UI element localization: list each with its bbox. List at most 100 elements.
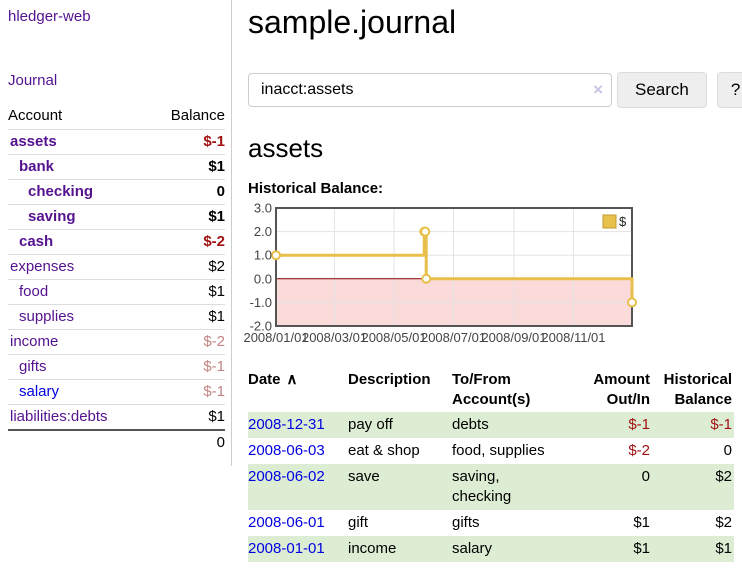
chart-svg: $3.0 2.0 1.0 0.0 -1.0 -2.02008/01/012008/03/0…	[243, 201, 637, 345]
data-point-marker[interactable]	[271, 250, 281, 261]
sidebar-account-balance: $-2	[148, 329, 225, 355]
register-row: 2008-01-01 income salary $1 $1	[248, 536, 734, 562]
register-column-header[interactable]: Date ∧	[248, 368, 348, 412]
x-tick-label: 2008/09/01	[481, 330, 546, 345]
help-button[interactable]: ?	[716, 72, 742, 108]
sidebar-account-cell: saving	[8, 204, 149, 230]
amount-cell: $-2	[628, 442, 650, 459]
date-cell: 2008-12-31	[248, 412, 348, 438]
register-column-header: Historical Balance	[652, 368, 734, 412]
accounts-cell: saving, checking	[452, 468, 512, 505]
sidebar-account-link[interactable]: income	[10, 333, 59, 350]
sidebar-account-link[interactable]: liabilities:debts	[10, 408, 108, 425]
register-date-link[interactable]: 2008-06-03	[248, 442, 325, 459]
chart-label: Historical Balance:	[248, 180, 384, 197]
nav-journal-link[interactable]: Journal	[8, 72, 58, 89]
sidebar-account-link[interactable]: food	[19, 283, 49, 300]
account-title: assets	[248, 133, 324, 163]
date-cell: 2008-06-03	[248, 438, 348, 464]
y-tick-label: 3.0	[254, 201, 272, 216]
column-label: Date ∧	[248, 371, 298, 388]
sidebar-account-cell: assets	[8, 129, 149, 155]
balance-cell: $1	[715, 540, 732, 557]
date-cell: 2008-06-01	[248, 510, 348, 536]
search-button[interactable]: Search	[617, 72, 707, 108]
sidebar-account-balance: $1	[148, 279, 225, 305]
sidebar-account-row: expenses $2	[8, 254, 225, 280]
accounts-cell: gifts	[452, 514, 480, 531]
sidebar-account-row: saving $1	[8, 204, 225, 230]
register-date-link[interactable]: 2008-06-02	[248, 468, 325, 485]
brand-link[interactable]: hledger-web	[8, 8, 91, 25]
plot-border	[275, 207, 633, 327]
description-cell: eat & shop	[348, 442, 420, 459]
y-tick-label: -2.0	[250, 319, 272, 334]
legend-swatch	[602, 214, 617, 229]
register-row: 2008-06-03 eat & shop food, supplies $-2 0	[248, 438, 734, 464]
accounts-total-value: 0	[148, 429, 225, 454]
y-tick-label: -1.0	[250, 295, 272, 310]
sidebar-account-link[interactable]: cash	[19, 233, 54, 250]
sidebar-account-link[interactable]: bank	[19, 158, 55, 175]
balance-cell: 0	[723, 442, 732, 459]
sidebar-account-row: liabilities:debts $1	[8, 404, 225, 430]
column-label: Description	[348, 371, 431, 388]
register-column-header: To/From Account(s)	[452, 368, 564, 412]
data-point-marker[interactable]	[420, 226, 431, 237]
register-column-header: Amount Out/In	[564, 368, 652, 412]
balance-cell: $2	[715, 514, 732, 531]
register-row: 2008-06-01 gift gifts $1 $2	[248, 510, 734, 536]
accounts-header-balance: Balance	[170, 107, 225, 124]
data-point-marker[interactable]	[627, 297, 637, 308]
sidebar-account-row: income $-2	[8, 329, 225, 355]
balance-cell: $-1	[710, 416, 732, 433]
accounts-total-row: 0	[8, 429, 225, 454]
sidebar-account-link[interactable]: checking	[28, 183, 94, 200]
sidebar: hledger-web Journal Account Balance asse…	[0, 0, 232, 466]
sidebar-account-cell: cash	[8, 229, 149, 255]
register-row: 2008-12-31 pay off debts $-1 $-1	[248, 412, 734, 438]
description-cell: gift	[348, 514, 369, 531]
sidebar-account-balance: $-1	[148, 379, 225, 405]
sidebar-account-row: gifts $-1	[8, 354, 225, 380]
sidebar-account-link[interactable]: assets	[10, 133, 57, 150]
clear-search-icon[interactable]: ×	[593, 80, 603, 100]
sidebar-account-cell: food	[8, 279, 149, 305]
sidebar-account-balance: $2	[148, 254, 225, 280]
y-tick-label: 1.0	[254, 248, 272, 263]
sidebar-account-balance: $-2	[148, 229, 225, 255]
data-point-marker[interactable]	[421, 273, 432, 284]
sidebar-account-row: checking 0	[8, 179, 225, 205]
column-label: Amount	[593, 371, 650, 388]
sidebar-account-cell: salary	[8, 379, 149, 405]
register-date-link[interactable]: 2008-12-31	[248, 416, 325, 433]
sidebar-account-link[interactable]: saving	[28, 208, 76, 225]
y-tick-label: 0.0	[254, 271, 272, 286]
sidebar-account-row: salary $-1	[8, 379, 225, 405]
sidebar-account-link[interactable]: expenses	[10, 258, 75, 275]
register-date-link[interactable]: 2008-06-01	[248, 514, 325, 531]
search-form: × Search ?	[248, 72, 742, 108]
amount-cell: 0	[641, 468, 650, 485]
sidebar-account-row: bank $1	[8, 154, 225, 180]
sidebar-account-link[interactable]: gifts	[19, 358, 47, 375]
column-label: Historical	[663, 371, 732, 388]
historical-balance-chart[interactable]: $3.0 2.0 1.0 0.0 -1.0 -2.0 2008/01/01 2008/03/0…	[243, 201, 738, 348]
legend-label: $	[619, 214, 627, 229]
sidebar-account-link[interactable]: supplies	[19, 308, 75, 325]
column-label-line2: Account(s)	[452, 391, 531, 408]
sidebar-account-cell: income	[8, 329, 149, 355]
accounts-cell: food, supplies	[452, 442, 545, 459]
sidebar-account-cell: expenses	[8, 254, 149, 280]
register-date-link[interactable]: 2008-01-01	[248, 540, 325, 557]
accounts-cell: debts	[452, 416, 489, 433]
sort-asc-icon: ∧	[286, 371, 298, 388]
description-cell: save	[348, 468, 380, 485]
sidebar-account-link[interactable]: salary	[19, 383, 60, 400]
sidebar-account-balance: $1	[148, 204, 225, 230]
sidebar-account-row: assets $-1	[8, 129, 225, 155]
register-column-header: Description	[348, 368, 452, 412]
search-input[interactable]	[248, 73, 612, 107]
sidebar-account-row: food $1	[8, 279, 225, 305]
register-row: 2008-06-02 save saving, checking 0 $2	[248, 464, 734, 510]
